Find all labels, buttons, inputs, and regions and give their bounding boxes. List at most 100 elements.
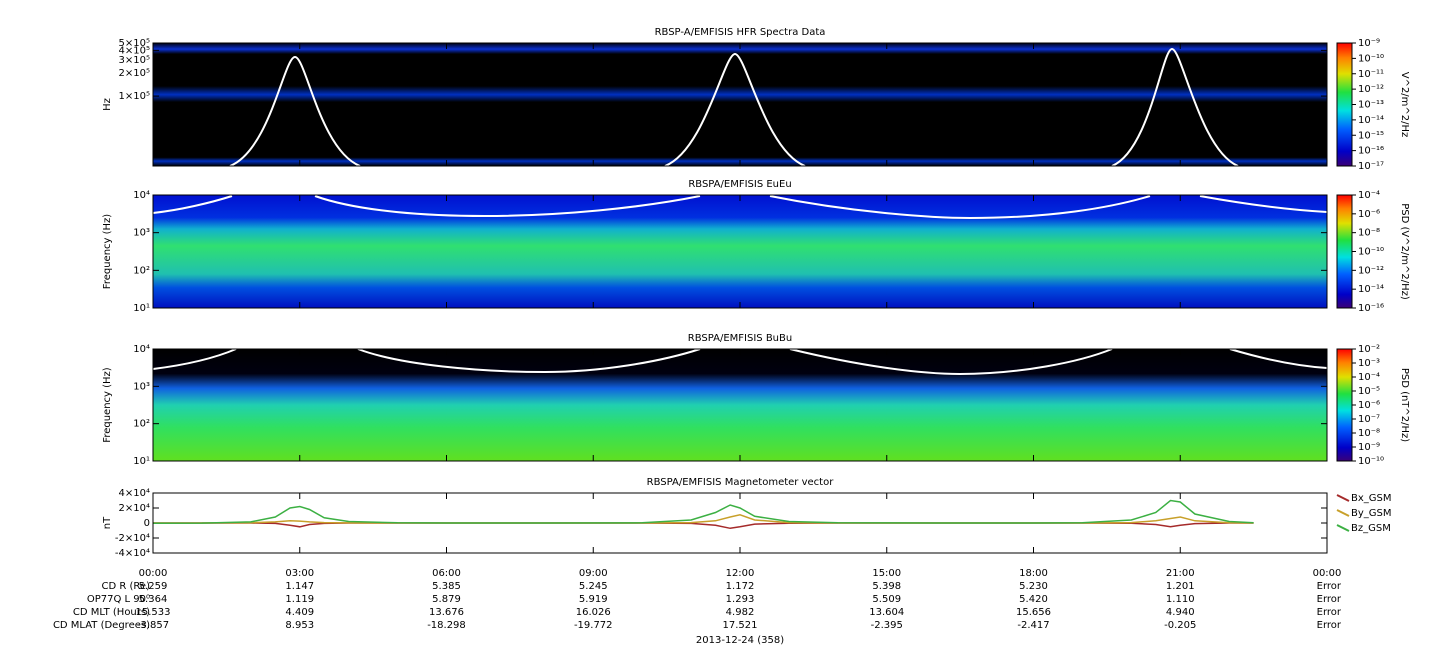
ephemeris-value: 1.293 (726, 594, 755, 605)
colorbar-tick-label: 10⁻³ (1358, 358, 1380, 369)
ephemeris-label: CD MLAT (Degrees) (53, 620, 150, 631)
ephemeris-value: -2.417 (1017, 620, 1049, 631)
plot-frame (152, 194, 1328, 309)
data-line (153, 514, 1254, 524)
x-tick-label: 03:00 (285, 568, 314, 579)
y-axis-label: nT (102, 516, 113, 529)
ephemeris-value: 4.409 (285, 607, 314, 618)
data-line (152, 499, 1254, 524)
ephemeris-value: 5.245 (579, 581, 608, 592)
colorbar-tick-label: 10⁻¹⁵ (1358, 130, 1384, 141)
ephemeris-value: 5.398 (872, 581, 901, 592)
y-tick-label: 4×10⁴ (119, 488, 150, 499)
ephemeris-value: 5.509 (872, 594, 901, 605)
x-tick-label: 09:00 (579, 568, 608, 579)
plasma-curve (152, 348, 1328, 376)
y-axis-label: Frequency (Hz) (102, 214, 113, 290)
colorbar-tick-label: 10⁻¹⁰ (1358, 456, 1384, 467)
plasma-curve (229, 47, 1239, 167)
y-tick-label: -4×10⁴ (115, 548, 150, 559)
colorbar-tick-label: 10⁻¹⁰ (1358, 247, 1384, 258)
panel-title: RBSPA/EMFISIS Magnetometer vector (647, 477, 835, 488)
colorbar (1336, 42, 1353, 167)
x-tick-label: 12:00 (726, 568, 755, 579)
colorbar-tick-label: 10⁻¹² (1358, 84, 1384, 95)
data-line (153, 522, 1254, 530)
ephemeris-value: 1.172 (726, 581, 755, 592)
colorbar-label: PSD (nT^2/Hz) (1399, 368, 1410, 442)
ephemeris-label: CD R (Re) (102, 581, 151, 592)
y-tick-label: 10¹ (133, 456, 150, 467)
y-tick-label: 10⁴ (133, 344, 150, 355)
ephemeris-value: 1.201 (1166, 581, 1195, 592)
ephemeris-value: 4.940 (1166, 607, 1195, 618)
ephemeris-value: 1.110 (1166, 594, 1195, 605)
colorbar-tick-label: 10⁻⁸ (1358, 228, 1380, 239)
x-tick-label: 21:00 (1166, 568, 1195, 579)
y-tick-label: 0 (144, 518, 150, 529)
colorbar-tick-label: 10⁻⁹ (1358, 442, 1380, 453)
ephemeris-value: -19.772 (574, 620, 613, 631)
colorbar-tick-label: 10⁻⁶ (1358, 209, 1380, 220)
ephemeris-value: -2.395 (871, 620, 903, 631)
colorbar-tick-label: 10⁻² (1358, 344, 1380, 355)
ephemeris-value: 5.420 (1019, 594, 1048, 605)
spectrogram-images (152, 43, 1328, 461)
y-tick-label: 2×10⁴ (119, 503, 150, 514)
ephemeris-value: 5.259 (139, 581, 168, 592)
ephemeris-value: -3.857 (137, 620, 169, 631)
legend-label: By_GSM (1351, 508, 1392, 519)
ephemeris-value: Error (1317, 607, 1342, 618)
colorbar-label: PSD (V^2/m^2/Hz) (1399, 203, 1410, 300)
ephemeris-value: 13.604 (869, 607, 904, 618)
panel-title: RBSP-A/EMFISIS HFR Spectra Data (655, 27, 826, 38)
y-tick-label: 2×10⁵ (119, 68, 150, 79)
x-tick-label: 06:00 (432, 568, 461, 579)
y-axis-label: Hz (102, 98, 113, 111)
panel-title: RBSPA/EMFISIS BuBu (688, 333, 792, 344)
y-tick-label: 5×10⁵ (119, 38, 150, 49)
ephemeris-value: 1.147 (285, 581, 314, 592)
colorbar-tick-label: 10⁻¹⁴ (1358, 115, 1384, 126)
ephemeris-value: Error (1317, 620, 1342, 631)
colorbar-tick-label: 10⁻¹⁴ (1358, 284, 1384, 295)
ephemeris-value: 13.676 (429, 607, 464, 618)
colorbar-tick-label: 10⁻¹³ (1358, 100, 1384, 111)
y-tick-label: 10⁴ (133, 190, 150, 201)
colorbar-tick-label: 10⁻¹⁶ (1358, 146, 1384, 157)
colorbar-tick-label: 10⁻⁷ (1358, 414, 1380, 425)
ephemeris-value: 15.656 (1016, 607, 1051, 618)
y-axis-label: Frequency (Hz) (102, 367, 113, 443)
y-tick-label: 10³ (133, 381, 150, 392)
colorbar-tick-label: 10⁻⁴ (1358, 190, 1380, 201)
ephemeris-value: 16.026 (576, 607, 611, 618)
x-axis-label: 2013-12-24 (358) (696, 635, 784, 646)
spectrogram-image (153, 195, 1327, 308)
ephemeris-value: 15.533 (136, 607, 171, 618)
colorbar (1336, 348, 1353, 462)
ephemeris-value: 8.953 (285, 620, 314, 631)
ephemeris-value: -18.298 (427, 620, 466, 631)
x-tick-label: 00:00 (139, 568, 168, 579)
ephemeris-value: 1.119 (285, 594, 314, 605)
colorbar-tick-label: 10⁻¹⁶ (1358, 303, 1384, 314)
spectrogram-image (153, 349, 1327, 461)
y-tick-label: 10² (133, 419, 150, 430)
ephemeris-value: 5.385 (432, 581, 461, 592)
legend-label: Bx_GSM (1351, 493, 1392, 504)
panel-title: RBSPA/EMFISIS EuEu (688, 179, 791, 190)
ephemeris-value: 5.919 (579, 594, 608, 605)
plot-frame (152, 348, 1328, 462)
spectrogram-image (153, 43, 1327, 166)
legend-swatch (1336, 509, 1350, 517)
ephemeris-value: Error (1317, 581, 1342, 592)
legend-label: Bz_GSM (1351, 523, 1391, 534)
colorbar-tick-label: 10⁻¹² (1358, 265, 1384, 276)
y-tick-label: 3×10⁵ (119, 55, 150, 66)
y-tick-label: -2×10⁴ (115, 533, 150, 544)
legend-swatch (1336, 494, 1350, 502)
y-tick-label: 4×10⁵ (119, 45, 150, 56)
plot-frame (152, 42, 1328, 167)
ephemeris-value: 4.982 (726, 607, 755, 618)
